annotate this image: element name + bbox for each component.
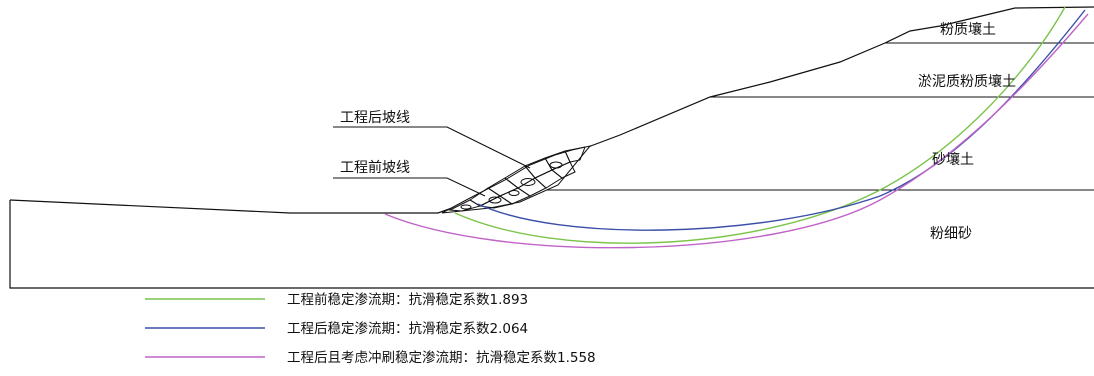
label-post-project-slope: 工程后坡线 [340, 110, 410, 126]
label-sandy-loam: 砂壤土 [932, 151, 974, 168]
post-project-slip-arc [477, 9, 1086, 231]
left-boundary-box [9, 200, 1094, 289]
pre-project-slip-arc [454, 6, 1066, 244]
label-pre-project-slope: 工程前坡线 [340, 159, 410, 176]
legend-item-pre-project: 工程前稳定渗流期：抗滑稳定系数1.893 [287, 291, 528, 308]
legend-item-post-project: 工程后稳定渗流期：抗滑稳定系数2.064 [287, 321, 528, 337]
label-fine-sand: 粉细砂 [930, 226, 972, 242]
label-silt-silty-loam: 淤泥质粉质壤土 [918, 73, 1016, 90]
callout-leader-post [333, 126, 531, 169]
callout-leader-pre [333, 177, 486, 197]
label-silty-loam: 粉质壤土 [940, 21, 996, 38]
legend-item-scour: 工程后且考虑冲刷稳定渗流期：抗滑稳定系数1.558 [287, 350, 596, 366]
legend: 工程前稳定渗流期：抗滑稳定系数1.893 工程后稳定渗流期：抗滑稳定系数2.06… [145, 291, 596, 366]
riprap-protection [441, 145, 592, 214]
scour-slip-arc [384, 13, 1089, 249]
